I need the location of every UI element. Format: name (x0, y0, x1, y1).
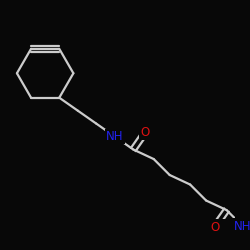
Text: O: O (210, 220, 219, 234)
Text: NH: NH (234, 220, 250, 232)
Text: NH: NH (106, 130, 124, 143)
Text: O: O (140, 126, 150, 139)
